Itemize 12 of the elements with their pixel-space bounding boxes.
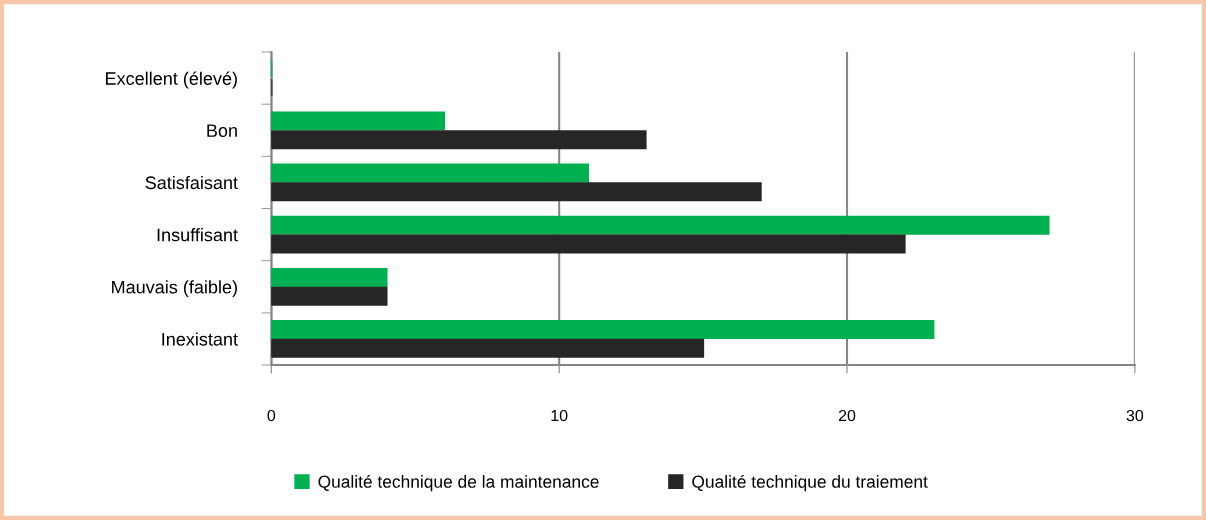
x-tick-label: 20	[838, 409, 856, 422]
x-tick-label: 0	[267, 409, 276, 422]
x-tick-label: 30	[1126, 409, 1144, 422]
y-tick-label: Excellent (élevé)	[106, 71, 237, 89]
y-tick-label: Satisfaisant	[145, 175, 238, 190]
y-tick-label: Inexistant	[162, 332, 238, 346]
y-tick-label: Bon	[207, 124, 237, 137]
y-tick-label: Insuffisant	[157, 228, 238, 242]
legend-label: Qualité technique du traiement	[692, 474, 928, 492]
legend-label: Qualité technique de la maintenance	[318, 474, 599, 492]
x-tick-label: 10	[551, 409, 568, 422]
y-tick-label: Mauvais (faible)	[112, 280, 237, 298]
